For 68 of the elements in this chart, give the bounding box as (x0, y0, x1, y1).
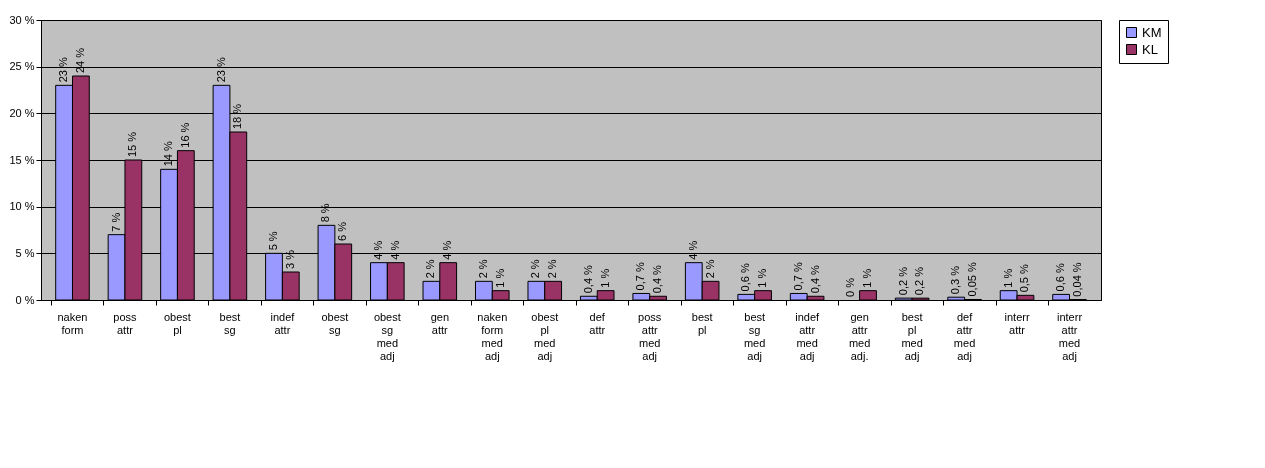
x-tick-label: obest sg med adj (373, 310, 401, 362)
y-tick-label: 5 % (15, 246, 35, 259)
data-label: 0 % (844, 277, 857, 297)
data-label: 1 % (598, 268, 611, 288)
data-label: 0,05 % (965, 262, 978, 297)
data-label: 1 % (756, 268, 769, 288)
data-label: 2 % (546, 259, 559, 279)
data-label: 0,04 % (1070, 262, 1083, 297)
y-tick-label: 15 % (9, 153, 35, 166)
data-label: 0,2 % (896, 266, 909, 296)
data-label: 2 % (424, 259, 437, 279)
data-label: 0,6 % (739, 263, 752, 292)
legend-label: KL (1142, 41, 1158, 57)
data-label: 0,4 % (808, 264, 821, 294)
x-tick-label: best pl med adj (901, 310, 923, 362)
y-tick-label: 0 % (15, 293, 35, 306)
x-tick-label: naken form med adj (477, 310, 508, 362)
x-tick-label: poss attr (113, 310, 138, 336)
data-label: 1 % (1001, 268, 1014, 288)
x-tick-label: interr attr med adj (1056, 310, 1083, 362)
data-label: 0,3 % (949, 265, 962, 295)
data-label: 4 % (686, 240, 699, 260)
data-label: 15 % (126, 131, 139, 157)
x-tick-label: indef attr med adj (795, 310, 821, 362)
x-tick-label: interr attr (1004, 310, 1030, 336)
data-label: 4 % (371, 240, 384, 260)
x-tick-label: poss attr med adj (638, 310, 662, 362)
data-label: 0,2 % (913, 266, 926, 296)
x-tick-label: obest pl (163, 310, 191, 336)
data-label: 0,4 % (651, 264, 664, 294)
data-label: 0,7 % (791, 262, 804, 291)
data-label: 1 % (861, 268, 874, 288)
x-tick-label: obest pl med adj (531, 310, 559, 362)
legend-label: KM (1142, 24, 1162, 40)
data-label: 24 % (73, 47, 86, 73)
data-label: 7 % (109, 212, 122, 232)
data-label: 8 % (319, 203, 332, 223)
x-tick-label: best sg (219, 310, 241, 336)
data-label: 2 % (476, 259, 489, 279)
x-tick-label: gen attr (430, 310, 449, 336)
x-tick-label: best sg med adj (743, 310, 766, 362)
data-label: 14 % (162, 141, 175, 167)
data-label: 18 % (231, 103, 244, 129)
x-tick-label: indef attr (270, 310, 296, 336)
data-label: 0,4 % (581, 264, 594, 294)
data-label: 5 % (266, 231, 279, 251)
x-tick-label: obest sg (321, 310, 349, 336)
y-tick-label: 25 % (9, 60, 35, 73)
data-label: 6 % (336, 221, 349, 241)
x-tick-label: def attr (589, 310, 606, 336)
data-label: 0,6 % (1054, 263, 1067, 292)
x-tick-label: gen attr med adj. (848, 310, 871, 362)
x-tick-label: best pl (691, 310, 713, 336)
data-label: 16 % (178, 122, 191, 148)
y-tick-label: 10 % (9, 200, 35, 213)
data-label: 0,5 % (1018, 263, 1031, 293)
y-tick-label: 30 % (9, 13, 35, 26)
data-label: 23 % (214, 57, 227, 83)
data-label: 23 % (57, 57, 70, 83)
data-label: 4 % (388, 240, 401, 260)
data-label: 2 % (529, 259, 542, 279)
data-label: 1 % (493, 268, 506, 288)
y-tick-label: 20 % (9, 106, 35, 119)
data-label: 4 % (441, 240, 454, 260)
x-tick-label: naken form (57, 310, 88, 336)
data-label: 2 % (703, 259, 716, 279)
x-tick-label: def attr med adj (953, 310, 976, 362)
data-label: 0,7 % (634, 262, 647, 291)
